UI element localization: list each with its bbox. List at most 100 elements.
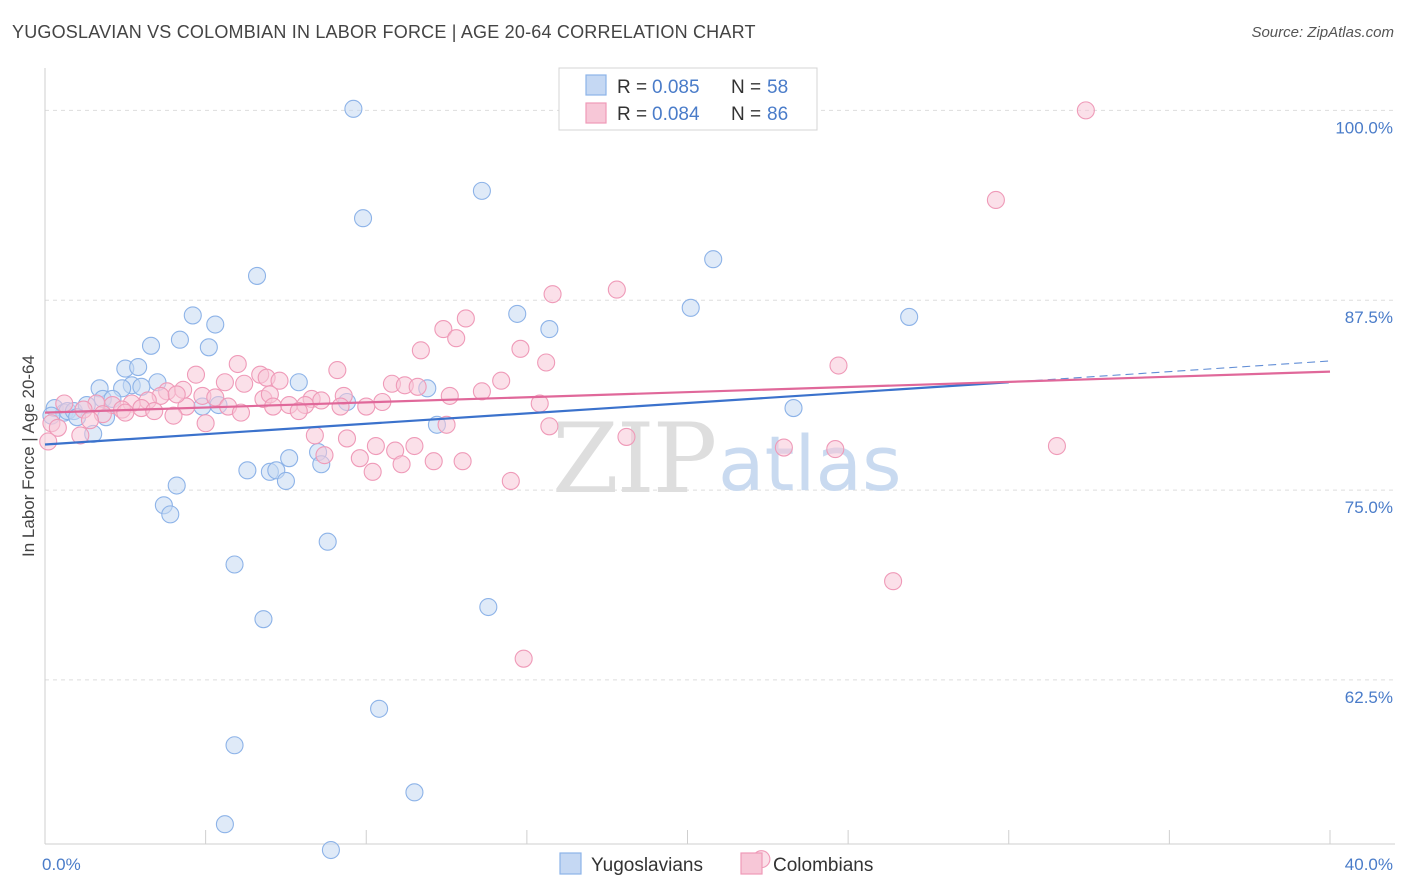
yugoslavian-point-55	[215, 815, 234, 834]
bottom-legend-swatch-yugoslavians	[559, 852, 582, 875]
gridlines	[45, 109, 1395, 681]
yugoslavian-point-9	[206, 315, 225, 334]
y-axis-title: In Labor Force | Age 20-64	[19, 355, 38, 557]
colombian-point-57	[48, 418, 67, 437]
series-legend: Yugoslavians Colombians	[559, 852, 873, 876]
colombian-point-18	[235, 374, 254, 393]
colombian-point-51	[116, 403, 135, 422]
colombian-point-22	[492, 371, 511, 390]
colombian-point-55	[80, 411, 100, 430]
legend-n-value-colombians: 86	[767, 104, 788, 125]
yugoslavian-point-50	[479, 597, 498, 617]
yugoslavian-point-47	[161, 505, 180, 524]
colombian-point-77	[363, 462, 382, 481]
axes	[44, 68, 1395, 845]
y-tick-label-2: 75.0%	[1345, 498, 1393, 517]
yugoslavian-point-56	[321, 840, 340, 860]
bottom-legend-label-yugoslavians: Yugoslavians	[591, 855, 703, 876]
colombian-point-63	[337, 429, 357, 448]
colombian-point-3	[543, 285, 562, 304]
yugoslavian-point-5	[681, 298, 700, 317]
colombian-point-62	[71, 426, 90, 445]
yugoslavian-point-0	[344, 99, 363, 118]
colombian-point-23	[472, 382, 491, 401]
legend-swatch-colombians	[585, 102, 607, 124]
legend-n-label-colombians: N =	[731, 104, 761, 125]
colombian-point-0	[1076, 101, 1095, 120]
points-colombians	[39, 101, 1095, 869]
colombian-point-11	[829, 356, 848, 375]
watermark-zip-text: ZIP	[552, 403, 715, 515]
yugoslavian-point-52	[370, 699, 389, 718]
colombian-point-69	[774, 438, 793, 457]
colombian-point-48	[331, 397, 350, 416]
colombian-point-2	[607, 280, 626, 299]
yugoslavian-point-8	[900, 307, 919, 326]
stats-legend: R = 0.085 N = 58 R = 0.084 N = 86	[558, 67, 818, 131]
colombian-point-79	[884, 572, 903, 591]
legend-swatch-yugoslavians	[585, 74, 607, 96]
yugoslavian-point-48	[318, 532, 337, 551]
legend-n-label-yugoslavians: N =	[731, 77, 761, 98]
yugoslavian-point-49	[225, 555, 244, 574]
yugoslavian-trendline-extension	[1008, 360, 1331, 383]
yugoslavian-point-10	[540, 320, 559, 339]
colombian-point-12	[328, 361, 347, 380]
yugoslavian-point-4	[247, 266, 267, 285]
yugoslavian-trendline	[44, 381, 1009, 446]
colombian-point-49	[357, 397, 376, 416]
colombian-point-38	[55, 394, 74, 413]
yugoslavian-point-15	[129, 358, 148, 377]
colombian-point-70	[826, 440, 845, 459]
colombian-point-82	[167, 385, 186, 404]
colombian-point-83	[312, 391, 331, 410]
yugoslavian-point-40	[280, 449, 299, 468]
y-tick-labels: 100.0% 87.5% 75.0% 62.5%	[1335, 118, 1393, 707]
yugoslavian-point-6	[508, 304, 527, 323]
colombian-point-7	[511, 339, 530, 358]
source-label: Source: ZipAtlas.com	[1251, 24, 1394, 41]
bottom-legend-swatch-colombians	[740, 852, 763, 875]
yugoslavian-point-3	[704, 250, 723, 269]
yugoslavian-point-51	[254, 610, 273, 629]
colombian-point-78	[501, 471, 520, 491]
colombian-point-71	[1047, 436, 1066, 456]
colombian-point-58	[196, 414, 215, 433]
yugoslavian-point-41	[238, 461, 257, 480]
yugoslavian-point-35	[784, 399, 803, 418]
legend-r-value-colombians: 0.084	[652, 104, 700, 125]
yugoslavian-point-12	[141, 336, 161, 355]
colombian-point-64	[39, 432, 58, 451]
colombian-point-16	[270, 371, 289, 390]
yugoslavian-point-53	[225, 736, 244, 755]
yugoslavian-point-44	[276, 471, 295, 491]
colombian-point-10	[228, 354, 247, 374]
colombian-point-67	[405, 436, 424, 456]
colombian-point-17	[215, 373, 234, 392]
colombian-point-4	[456, 309, 475, 328]
chart-title: YUGOSLAVIAN VS COLOMBIAN IN LABOR FORCE …	[12, 22, 756, 42]
colombian-point-74	[424, 452, 443, 471]
yugoslavian-point-18	[289, 373, 308, 392]
colombian-point-8	[411, 341, 430, 360]
yugoslavian-point-45	[167, 476, 186, 495]
colombian-point-65	[617, 427, 636, 446]
colombian-point-24	[440, 386, 459, 405]
colombian-point-75	[453, 452, 472, 471]
yugoslavian-point-7	[183, 306, 202, 325]
colombian-point-76	[392, 455, 411, 474]
legend-r-label-colombians: R =	[617, 104, 647, 125]
legend-r-label-yugoslavians: R =	[617, 77, 647, 98]
yugoslavian-point-54	[405, 783, 424, 802]
watermark-atlas-text: atlas	[718, 419, 902, 508]
bottom-legend-label-colombians: Colombians	[773, 855, 873, 876]
y-tick-label-3: 62.5%	[1345, 688, 1393, 707]
colombian-point-72	[315, 446, 334, 465]
colombian-point-29	[206, 388, 225, 407]
y-tick-label-0: 100.0%	[1335, 118, 1393, 137]
yugoslavian-point-11	[170, 330, 189, 349]
colombian-point-9	[537, 353, 556, 372]
colombian-point-1	[986, 190, 1005, 210]
x-tick-labels: 0.0% 40.0%	[42, 855, 1393, 874]
colombian-point-73	[350, 449, 369, 468]
